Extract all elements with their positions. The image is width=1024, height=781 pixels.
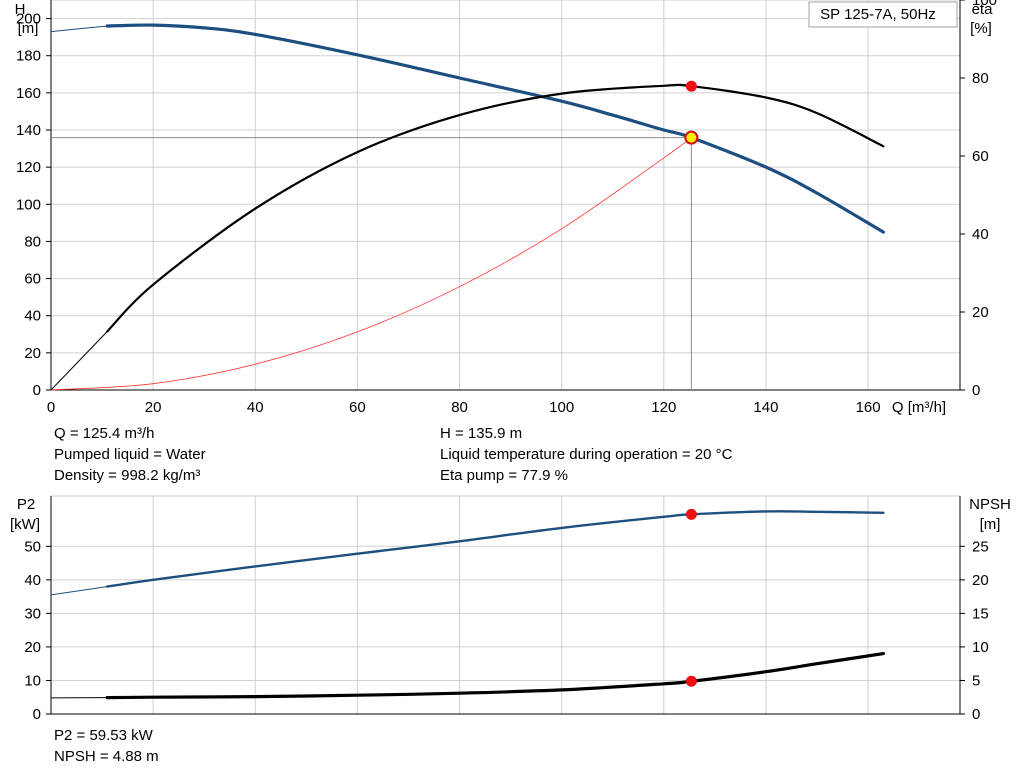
x-tick-label: 40: [247, 399, 264, 416]
top-y-left-tick-label: 20: [24, 345, 41, 362]
info-eta-pump: Eta pump = 77.9 %: [440, 467, 568, 484]
top-y-left-tick-label: 180: [16, 48, 41, 65]
info-q: Q = 125.4 m³/h: [54, 425, 155, 442]
bottom-y-right-label-npsh: NPSH: [969, 496, 1011, 513]
bottom-y-left-tick-label: 0: [33, 706, 41, 723]
top-y-left-tick-label: 160: [16, 85, 41, 102]
head-operating-point: [684, 130, 699, 145]
bottom-y-right-label-unit: [m]: [980, 516, 1001, 533]
efficiency-curve: [106, 83, 885, 333]
bottom-y-right-tick-label: 20: [972, 572, 989, 589]
info-h: H = 135.9 m: [440, 425, 523, 442]
top-y-right-tick-label: 0: [972, 382, 980, 399]
bottom-y-right-tick-label: 5: [972, 672, 980, 689]
x-tick-label: 0: [47, 399, 55, 416]
bottom-y-left-label-p2: P2: [17, 496, 35, 513]
x-tick-label: 140: [753, 399, 778, 416]
head-curve-extrapolated: [50, 25, 108, 33]
top-y-left-tick-label: 140: [16, 122, 41, 139]
bottom-y-right-tick-label: 0: [972, 706, 980, 723]
top-y-left-tick-label: 120: [16, 159, 41, 176]
bottom-y-left-tick-label: 30: [24, 605, 41, 622]
efficiency-curve-extrapolated: [50, 331, 108, 391]
top-plot-border: [50, 0, 961, 391]
bottom-y-right-tick-label: 10: [972, 639, 989, 656]
x-tick-label: 100: [549, 399, 574, 416]
bottom-chart-plot: [50, 508, 885, 700]
info-density: Density = 998.2 kg/m³: [54, 467, 201, 484]
p2-operating-point: [685, 508, 697, 520]
top-y-right-tick-label: 20: [972, 304, 989, 321]
top-y-left-tick-label: 80: [24, 233, 41, 250]
power-p2-curve: [106, 510, 885, 588]
power-p2-curve-extrapolated: [50, 586, 108, 596]
top-y-right-label-unit: [%]: [970, 20, 992, 37]
x-tick-label: 80: [451, 399, 468, 416]
chart-title-box: [808, 1, 958, 28]
bottom-chart-grid: 0 10 20 30 40 50 0 5 10 15 20 25: [24, 495, 989, 723]
bottom-y-left-tick-label: 10: [24, 672, 41, 689]
info-p2: P2 = 59.53 kW: [54, 727, 153, 744]
top-y-right-label-eta: eta: [972, 1, 994, 18]
efficiency-operating-point: [685, 80, 697, 92]
top-chart-grid: 0 20 40 60 80 100 120 140 160 0 20 40 60 80 100 120 140 1…: [16, 0, 997, 416]
bottom-y-left-label-unit: [kW]: [10, 516, 40, 533]
top-y-left-tick-label: 40: [24, 308, 41, 325]
top-y-left-label-h: H: [15, 1, 26, 18]
system-curve: [50, 137, 692, 391]
top-chart-plot: [50, 23, 885, 391]
x-tick-label: 160: [856, 399, 881, 416]
x-tick-label: 20: [145, 399, 162, 416]
top-y-right-tick-label: 60: [972, 148, 989, 165]
top-y-right-tick-label: 40: [972, 226, 989, 243]
x-tick-label: 60: [349, 399, 366, 416]
npsh-curve: [105, 652, 885, 700]
bottom-y-left-tick-label: 40: [24, 572, 41, 589]
bottom-y-left-tick-label: 20: [24, 639, 41, 656]
x-axis-label: Q [m³/h]: [892, 399, 946, 416]
info-liquid-temperature: Liquid temperature during operation = 20…: [440, 446, 733, 463]
top-y-left-tick-label: 200: [16, 11, 41, 28]
info-pumped-liquid: Pumped liquid = Water: [54, 446, 206, 463]
top-y-right-tick-label: 100: [972, 0, 997, 9]
top-y-left-tick-label: 60: [24, 271, 41, 288]
bottom-y-right-tick-label: 25: [972, 538, 989, 555]
info-npsh: NPSH = 4.88 m: [54, 748, 159, 765]
chart-title: SP 125-7A, 50Hz: [820, 6, 936, 23]
top-y-right-tick-label: 80: [972, 70, 989, 87]
bottom-y-right-tick-label: 15: [972, 605, 989, 622]
bottom-y-left-tick-label: 50: [24, 538, 41, 555]
top-y-left-tick-label: 0: [33, 382, 41, 399]
top-y-left-tick-label: 100: [16, 196, 41, 213]
bottom-plot-border: [50, 495, 961, 715]
npsh-operating-point: [685, 675, 697, 687]
x-tick-label: 120: [651, 399, 676, 416]
top-y-left-label-unit: [m]: [18, 20, 39, 37]
